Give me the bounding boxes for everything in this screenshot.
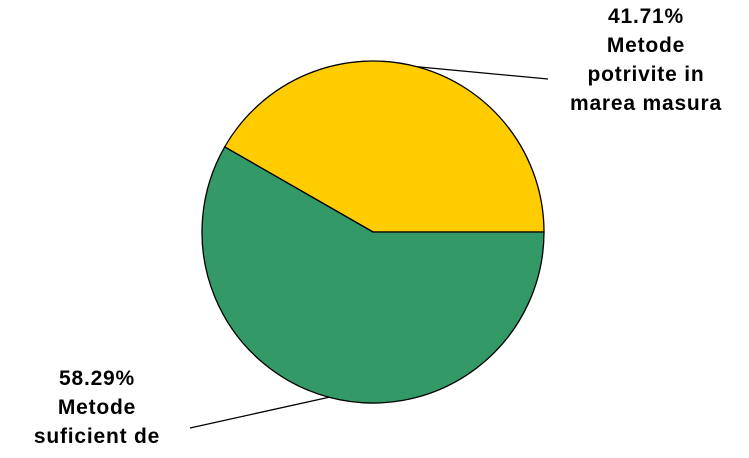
- data-label-name-line: Metode: [57, 396, 137, 419]
- data-label-slice-0: 41.71% Metode potrivite in marea masura: [548, 2, 744, 118]
- data-label-name-line: Metode: [606, 34, 686, 57]
- leader-line-1: [189, 396, 330, 429]
- data-label-name-line: suficient de: [33, 425, 161, 448]
- data-label-name-line: marea masura: [569, 92, 723, 115]
- data-label-name-line: potrivite in: [587, 63, 705, 86]
- data-label-slice-1: 58.29% Metode suficient de: [2, 364, 192, 451]
- data-label-percent: 41.71%: [607, 5, 685, 28]
- leader-line-0: [416, 66, 549, 80]
- data-label-percent: 58.29%: [58, 367, 136, 390]
